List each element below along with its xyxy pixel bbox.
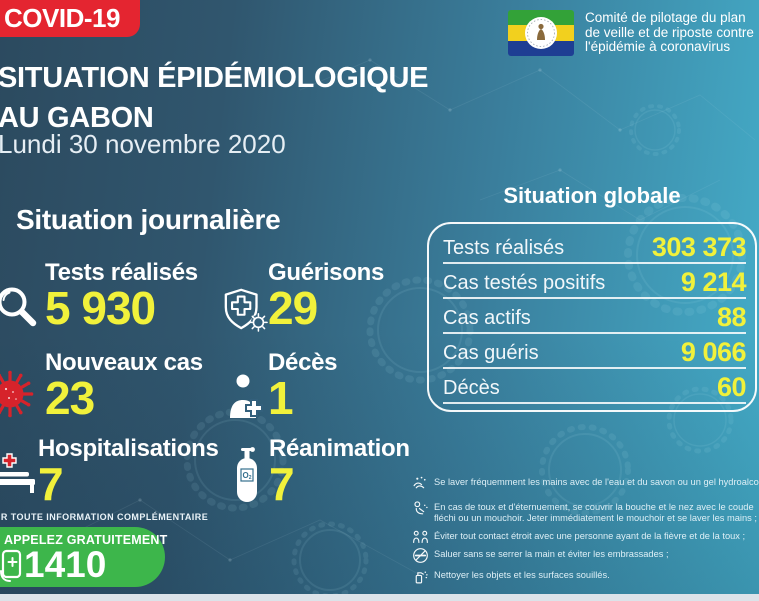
daily-section-heading: Situation journalière xyxy=(16,204,281,235)
committee-name-line: de veille et de riposte contre xyxy=(585,24,754,40)
row-value: 88 xyxy=(716,302,747,332)
stat-value: 29 xyxy=(268,282,318,334)
hotline-pill: APPELEZ GRATUITEMENT 1410 xyxy=(0,527,168,587)
tip-text: Nettoyer les objets et les surfaces soui… xyxy=(434,570,610,580)
hygiene-tip: Éviter tout contact étroit avec une pers… xyxy=(412,529,759,546)
hotline-call-label: APPELEZ GRATUITEMENT xyxy=(4,533,168,547)
committee-logo-block: Comité de pilotage du plan de veille et … xyxy=(508,10,754,56)
covid-banner-label: COVID-19 xyxy=(4,3,120,33)
report-date: Lundi 30 novembre 2020 xyxy=(0,129,286,159)
no-handshake-icon xyxy=(413,548,428,563)
row-label: Cas guéris xyxy=(443,342,539,364)
clean-surfaces-icon xyxy=(415,571,428,584)
table-row: Cas testés positifs 9 214 xyxy=(443,264,747,299)
hotline-note: POUR TOUTE INFORMATION COMPLÉMENTAIRE xyxy=(0,512,209,522)
hygiene-tip: Saluer sans se serrer la main et éviter … xyxy=(412,547,759,564)
stat-deces: Décès 1 xyxy=(268,349,338,424)
row-label: Cas testés positifs xyxy=(443,272,606,294)
stat-guerisons: Guérisons 29 xyxy=(268,259,384,334)
hygiene-tip: Se laver fréquemment les mains avec de l… xyxy=(412,475,759,492)
table-row: Décès 60 xyxy=(443,369,747,404)
stat-hospitalisations: Hospitalisations 7 xyxy=(38,435,219,510)
tip-text: Éviter tout contact étroit avec une pers… xyxy=(434,531,746,541)
stat-label: Nouveaux cas xyxy=(45,349,203,376)
stat-value: 23 xyxy=(45,372,95,424)
page-title-line2: AU GABON xyxy=(0,102,154,134)
hospital-bed-icon xyxy=(0,453,35,493)
covid-banner: COVID-19 xyxy=(0,0,140,37)
global-stats-table: Tests réalisés 303 373 Cas testés positi… xyxy=(427,222,757,412)
row-label: Cas actifs xyxy=(443,307,531,329)
person-cross-icon xyxy=(230,374,263,418)
page-title-line1: SITUATION ÉPIDÉMIOLOGIQUE xyxy=(0,62,429,94)
svg-text:O2: O2 xyxy=(242,471,251,481)
stat-nouveaux-cas: Nouveaux cas 23 xyxy=(45,349,203,424)
stat-label: Réanimation xyxy=(269,435,410,462)
committee-name: Comité de pilotage du plan de veille et … xyxy=(585,11,754,55)
stat-value: 1 xyxy=(268,372,294,424)
stat-label: Décès xyxy=(268,349,338,376)
stat-tests-realises: Tests réalisés 5 930 xyxy=(45,259,198,334)
table-row: Cas actifs 88 xyxy=(443,299,747,334)
table-row: Cas guéris 9 066 xyxy=(443,334,747,369)
tip-text: Se laver fréquemment les mains avec de l… xyxy=(434,477,759,487)
shield-cross-virus-icon xyxy=(224,288,268,332)
sneeze-elbow-icon xyxy=(414,501,428,515)
page-title: SITUATION ÉPIDÉMIOLOGIQUE AU GABON xyxy=(0,58,429,138)
avoid-contact-icon xyxy=(413,530,428,543)
stat-label: Guérisons xyxy=(268,259,384,286)
gabon-flag-icon xyxy=(508,10,574,56)
phone-call-icon xyxy=(0,549,22,582)
committee-name-line: Comité de pilotage du plan xyxy=(585,10,746,26)
hotline-number: 1410 xyxy=(24,544,107,585)
committee-name-line: l'épidémie à coronavirus xyxy=(585,39,731,55)
stat-reanimation: Réanimation 7 xyxy=(269,435,410,510)
row-value: 9 066 xyxy=(680,337,747,367)
row-value: 303 373 xyxy=(651,232,747,262)
red-virus-icon xyxy=(0,370,34,418)
row-label: Tests réalisés xyxy=(443,237,565,259)
magnifier-icon xyxy=(0,287,37,327)
wash-hands-icon xyxy=(413,476,426,489)
row-value: 60 xyxy=(716,372,747,402)
hygiene-tip: Nettoyer les objets et les surfaces soui… xyxy=(412,568,759,585)
row-label: Décès xyxy=(443,377,500,399)
stat-value: 7 xyxy=(38,458,64,510)
stat-label: Hospitalisations xyxy=(38,435,219,462)
gabon-seal-icon xyxy=(525,17,557,49)
hygiene-tip: En cas de toux et d'éternuement, se couv… xyxy=(412,500,759,524)
row-value: 9 214 xyxy=(680,267,747,297)
bottom-strip xyxy=(0,594,759,601)
table-row: Tests réalisés 303 373 xyxy=(443,229,747,264)
tip-text: En cas de toux et d'éternuement, se couv… xyxy=(434,502,757,523)
stat-value: 7 xyxy=(269,458,295,510)
oxygen-tank-icon: O2 xyxy=(237,447,257,502)
stat-value: 5 930 xyxy=(45,282,156,334)
stat-label: Tests réalisés xyxy=(45,259,198,286)
tip-text: Saluer sans se serrer la main et éviter … xyxy=(434,549,669,559)
global-section-heading: Situation globale xyxy=(503,183,681,208)
